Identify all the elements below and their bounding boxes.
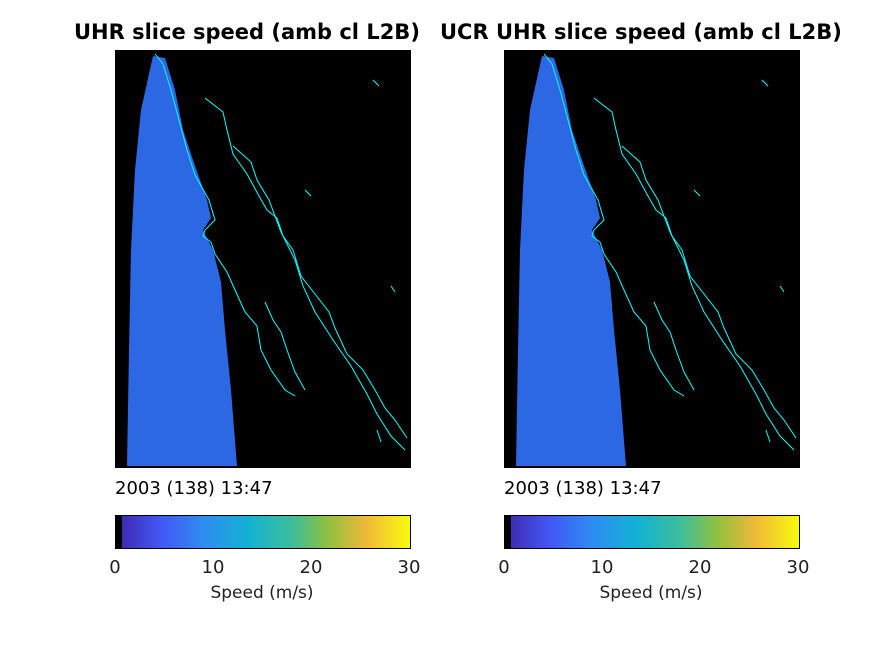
- coastline: [593, 97, 797, 439]
- panel-title-left: UHR slice speed (amb cl L2B): [74, 20, 420, 44]
- colorbar-label: Speed (m/s): [599, 583, 703, 603]
- colorbar-tick: 20: [299, 557, 323, 578]
- colorbar-right: [504, 515, 800, 549]
- colorbar-tick: 0: [109, 557, 121, 578]
- coastline: [653, 301, 695, 391]
- coastline: [232, 145, 406, 451]
- coastline: [693, 189, 701, 197]
- coastline: [372, 79, 380, 87]
- swath: [127, 56, 237, 466]
- coastline: [779, 285, 785, 293]
- coastline: [761, 79, 769, 87]
- colorbar-tick: 10: [201, 557, 225, 578]
- coastline: [765, 429, 771, 443]
- coastline: [621, 145, 795, 451]
- colorbar-tick: 0: [498, 557, 510, 578]
- map-right: [504, 50, 800, 468]
- coastline: [376, 429, 382, 443]
- colorbar-label: Speed (m/s): [210, 583, 314, 603]
- coastline: [304, 189, 312, 197]
- coastline: [390, 285, 396, 293]
- coastline: [204, 97, 408, 439]
- timestamp-right: 2003 (138) 13:47: [504, 478, 662, 499]
- colorbar-tick: 10: [590, 557, 614, 578]
- coastline: [543, 53, 685, 397]
- swath: [516, 56, 626, 466]
- colorbar-left: [115, 515, 411, 549]
- map-left: [115, 50, 411, 468]
- colorbar-tick: 30: [786, 557, 810, 578]
- coastline: [154, 53, 296, 397]
- timestamp-left: 2003 (138) 13:47: [115, 478, 273, 499]
- colorbar-tick: 20: [688, 557, 712, 578]
- coastline: [264, 301, 306, 391]
- panel-title-right: UCR UHR slice speed (amb cl L2B): [440, 20, 842, 44]
- colorbar-tick: 30: [397, 557, 421, 578]
